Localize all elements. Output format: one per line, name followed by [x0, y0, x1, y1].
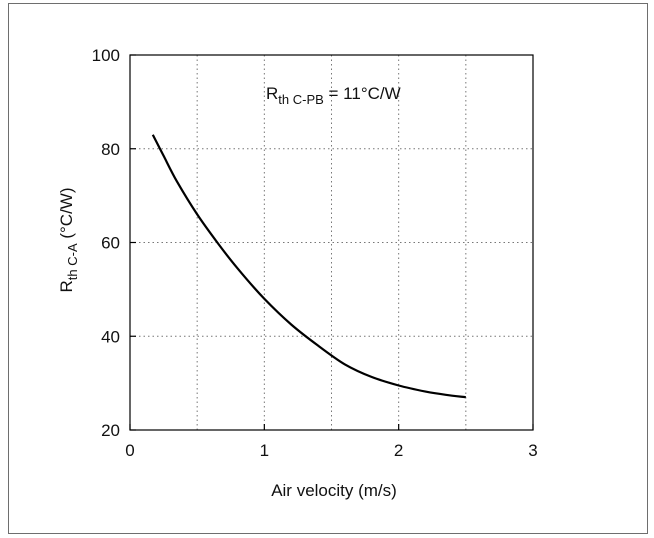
annotation-base: R [266, 84, 278, 103]
x-tick-label: 2 [394, 441, 403, 460]
y-label-base: R [57, 280, 76, 292]
y-tick-label: 40 [101, 327, 120, 346]
y-axis-label: Rth C-A (°C/W) [57, 187, 80, 292]
y-tick-label: 100 [92, 46, 120, 65]
y-label-sub: th C-A [65, 243, 80, 280]
y-tick-label: 60 [101, 234, 120, 253]
grid-lines [130, 55, 533, 430]
annotation-text: Rth C-PB = 11°C/W [266, 84, 401, 107]
x-axis-label: Air velocity (m/s) [271, 481, 397, 500]
annotation-sub: th C-PB [278, 92, 324, 107]
y-tick-label: 20 [101, 421, 120, 440]
y-tick-label: 80 [101, 140, 120, 159]
tick-labels: 0 1 2 3 20 40 60 80 100 [92, 46, 538, 460]
series-line [151, 134, 466, 399]
annotation-rest: = 11°C/W [324, 84, 401, 103]
x-tick-label: 0 [125, 441, 134, 460]
x-tick-label: 1 [260, 441, 269, 460]
axis-ticks [129, 54, 534, 431]
x-tick-label: 3 [528, 441, 537, 460]
y-label-rest: (°C/W) [57, 187, 76, 243]
figure-frame [8, 3, 648, 534]
